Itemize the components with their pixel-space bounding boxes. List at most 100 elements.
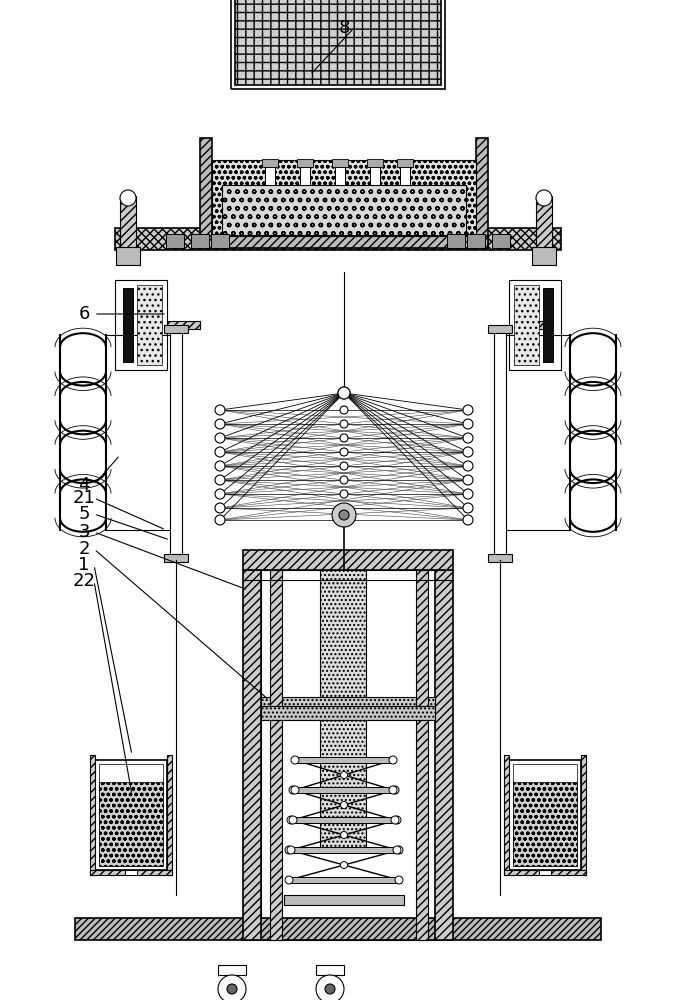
Circle shape bbox=[341, 802, 347, 808]
Circle shape bbox=[215, 433, 225, 443]
Bar bbox=[287, 877, 401, 883]
Circle shape bbox=[340, 476, 348, 484]
Bar bbox=[509, 280, 561, 370]
Bar bbox=[265, 167, 275, 185]
Bar bbox=[166, 234, 184, 248]
Bar bbox=[243, 570, 261, 940]
Circle shape bbox=[340, 490, 348, 498]
Bar bbox=[291, 817, 397, 823]
Circle shape bbox=[391, 816, 399, 824]
Circle shape bbox=[463, 461, 473, 471]
Bar bbox=[397, 159, 413, 167]
Bar bbox=[536, 196, 552, 248]
Circle shape bbox=[395, 876, 403, 884]
Bar bbox=[115, 228, 561, 250]
Circle shape bbox=[120, 190, 136, 206]
Bar bbox=[504, 870, 586, 875]
Bar bbox=[200, 138, 212, 248]
Circle shape bbox=[389, 786, 397, 794]
Circle shape bbox=[215, 447, 225, 457]
Circle shape bbox=[291, 756, 299, 764]
Circle shape bbox=[215, 475, 225, 485]
Bar bbox=[297, 159, 313, 167]
Circle shape bbox=[215, 503, 225, 513]
Bar bbox=[416, 570, 428, 940]
Bar bbox=[164, 554, 188, 562]
Circle shape bbox=[536, 190, 552, 206]
Bar bbox=[504, 755, 509, 875]
Circle shape bbox=[389, 756, 397, 764]
Circle shape bbox=[340, 406, 348, 414]
Circle shape bbox=[463, 503, 473, 513]
Bar bbox=[170, 330, 182, 560]
Bar bbox=[293, 787, 395, 793]
Circle shape bbox=[339, 510, 349, 520]
Bar bbox=[494, 330, 506, 560]
Bar bbox=[231, 0, 445, 89]
Bar bbox=[200, 236, 488, 248]
Bar bbox=[513, 781, 577, 866]
Circle shape bbox=[340, 434, 348, 442]
Circle shape bbox=[463, 419, 473, 429]
Circle shape bbox=[340, 448, 348, 456]
Bar bbox=[581, 755, 586, 875]
Circle shape bbox=[338, 387, 350, 399]
Bar bbox=[235, 0, 441, 85]
Circle shape bbox=[215, 489, 225, 499]
Bar bbox=[123, 288, 133, 362]
Bar bbox=[222, 185, 466, 235]
Circle shape bbox=[391, 786, 399, 794]
Bar bbox=[115, 280, 167, 370]
Bar bbox=[167, 321, 200, 329]
Circle shape bbox=[289, 816, 297, 824]
Text: 22: 22 bbox=[72, 572, 95, 590]
Circle shape bbox=[341, 861, 347, 868]
Circle shape bbox=[316, 975, 344, 1000]
Text: 2: 2 bbox=[78, 540, 90, 558]
Circle shape bbox=[291, 786, 299, 794]
Bar bbox=[316, 965, 344, 975]
Bar bbox=[291, 787, 397, 793]
Circle shape bbox=[289, 786, 297, 794]
Bar bbox=[320, 570, 366, 700]
Circle shape bbox=[393, 816, 401, 824]
Bar bbox=[335, 167, 345, 185]
Text: 5: 5 bbox=[78, 505, 90, 523]
Bar bbox=[99, 764, 163, 782]
Bar bbox=[370, 167, 380, 185]
Bar bbox=[289, 817, 399, 823]
Circle shape bbox=[340, 516, 348, 524]
Circle shape bbox=[332, 503, 356, 527]
Bar bbox=[75, 918, 601, 940]
Text: 1: 1 bbox=[78, 556, 90, 574]
Circle shape bbox=[285, 876, 293, 884]
Bar bbox=[191, 234, 209, 248]
Circle shape bbox=[215, 419, 225, 429]
Text: 21: 21 bbox=[72, 489, 95, 507]
Circle shape bbox=[215, 515, 225, 525]
Text: 4: 4 bbox=[78, 476, 90, 494]
Bar bbox=[212, 160, 476, 236]
Bar bbox=[447, 234, 465, 248]
Bar bbox=[125, 870, 137, 875]
Circle shape bbox=[463, 405, 473, 415]
Circle shape bbox=[218, 975, 246, 1000]
Bar bbox=[488, 325, 512, 333]
Bar bbox=[543, 288, 553, 362]
Bar bbox=[211, 234, 229, 248]
Bar bbox=[95, 760, 167, 870]
Bar bbox=[287, 847, 401, 853]
Circle shape bbox=[463, 515, 473, 525]
Bar bbox=[492, 234, 510, 248]
Bar bbox=[513, 764, 577, 782]
Bar bbox=[532, 247, 556, 265]
Bar bbox=[116, 247, 140, 265]
Text: 6: 6 bbox=[78, 305, 90, 323]
Bar bbox=[530, 321, 551, 329]
Bar bbox=[300, 167, 310, 185]
Bar bbox=[262, 159, 278, 167]
Circle shape bbox=[340, 420, 348, 428]
Bar bbox=[539, 870, 551, 875]
Circle shape bbox=[215, 461, 225, 471]
Bar bbox=[332, 159, 348, 167]
